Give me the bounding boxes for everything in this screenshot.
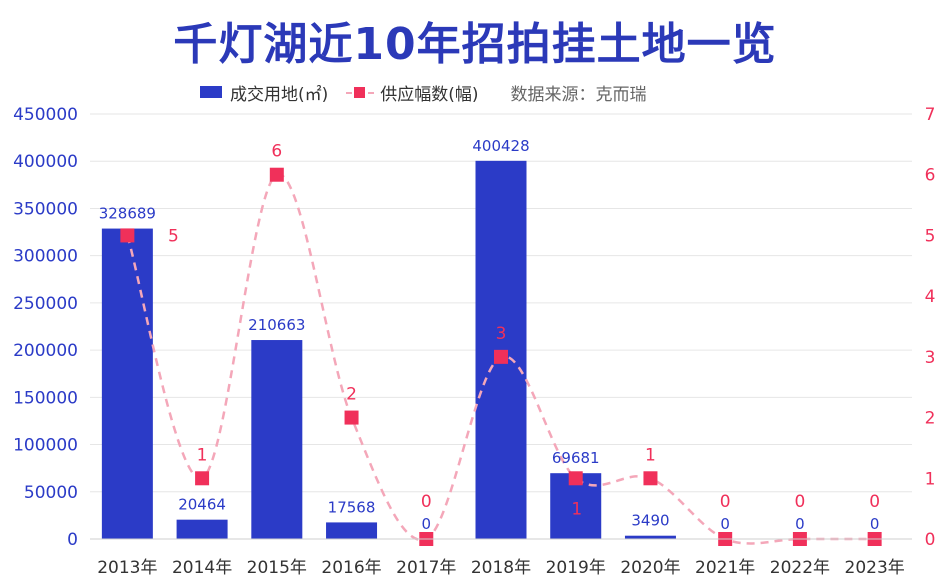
bar-value-label: 20464 bbox=[178, 496, 226, 514]
y2-tick-label: 3 bbox=[925, 348, 936, 368]
legend-item-bar: 成交用地(㎡) bbox=[200, 80, 328, 105]
x-tick-label: 2019年 bbox=[546, 558, 606, 578]
y-tick-label: 150000 bbox=[13, 388, 78, 408]
y-tick-label: 200000 bbox=[13, 341, 78, 361]
y-tick-label: 0 bbox=[67, 530, 78, 550]
chart-title: 千灯湖近10年招拍挂土地一览 bbox=[173, 19, 777, 70]
axes: 0500001000001500002000002500003000003500… bbox=[13, 105, 935, 578]
chart-legend: 成交用地(㎡) 供应幅数(幅) 数据来源：克而瑞 bbox=[200, 80, 647, 105]
x-tick-label: 2015年 bbox=[247, 558, 307, 578]
line-point-label: 1 bbox=[571, 499, 582, 519]
legend-line-label: 供应幅数(幅) bbox=[380, 84, 479, 105]
bar bbox=[101, 228, 153, 539]
line-point-label: 0 bbox=[794, 492, 805, 512]
legend-item-line: 供应幅数(幅) bbox=[346, 80, 479, 105]
x-tick-label: 2023年 bbox=[845, 558, 905, 578]
bar-value-label: 0 bbox=[870, 515, 880, 533]
supply-count-line bbox=[126, 173, 875, 545]
line-point-label: 5 bbox=[168, 226, 179, 246]
line-series bbox=[120, 167, 882, 546]
y-tick-label: 250000 bbox=[13, 294, 78, 314]
line-point-label: 0 bbox=[421, 492, 432, 512]
data-source-note: 数据来源：克而瑞 bbox=[510, 84, 647, 105]
bar-value-label: 400428 bbox=[472, 137, 529, 155]
legend-line-swatch bbox=[346, 86, 375, 98]
line-point-marker bbox=[494, 349, 508, 364]
bar-value-label: 0 bbox=[795, 515, 805, 533]
legend-bar-swatch bbox=[200, 86, 222, 98]
x-tick-label: 2018年 bbox=[471, 558, 531, 578]
line-point-marker bbox=[344, 410, 359, 425]
y2-tick-label: 1 bbox=[925, 469, 936, 489]
y-tick-label: 100000 bbox=[13, 436, 78, 456]
line-point-marker bbox=[120, 228, 135, 243]
line-point-label: 2 bbox=[346, 385, 357, 405]
bar-value-label: 0 bbox=[720, 515, 730, 533]
bar-value-label: 3490 bbox=[631, 512, 669, 530]
line-point-marker bbox=[195, 471, 210, 486]
bar bbox=[251, 340, 303, 539]
bar bbox=[176, 519, 228, 539]
bar-value-label: 210663 bbox=[248, 316, 305, 334]
x-tick-label: 2014年 bbox=[172, 558, 232, 578]
x-tick-label: 2016年 bbox=[321, 558, 381, 578]
y-tick-label: 450000 bbox=[13, 105, 78, 125]
line-point-marker bbox=[269, 167, 284, 182]
x-tick-label: 2013年 bbox=[97, 558, 157, 578]
legend-bar-label: 成交用地(㎡) bbox=[230, 84, 329, 105]
line-point-label: 3 bbox=[496, 324, 507, 344]
y-tick-label: 50000 bbox=[24, 483, 78, 503]
bar bbox=[326, 522, 378, 539]
x-tick-label: 2017年 bbox=[396, 558, 456, 578]
y-tick-label: 400000 bbox=[13, 152, 78, 172]
bar-value-label: 328689 bbox=[99, 205, 156, 223]
bar-series bbox=[101, 160, 676, 539]
bar-value-label: 0 bbox=[421, 515, 431, 533]
x-tick-label: 2022年 bbox=[770, 558, 830, 578]
bar bbox=[624, 535, 676, 539]
line-point-label: 1 bbox=[645, 445, 656, 465]
y2-tick-label: 0 bbox=[925, 530, 936, 550]
bar-value-label: 69681 bbox=[552, 449, 600, 467]
y-tick-label: 350000 bbox=[13, 199, 78, 219]
line-point-label: 0 bbox=[869, 492, 880, 512]
x-tick-label: 2021年 bbox=[695, 558, 755, 578]
y2-tick-label: 4 bbox=[925, 287, 936, 307]
line-point-label: 1 bbox=[197, 445, 208, 465]
line-point-marker bbox=[568, 471, 583, 486]
line-point-label: 0 bbox=[720, 492, 731, 512]
y2-tick-label: 7 bbox=[925, 105, 936, 125]
bar-value-label: 17568 bbox=[328, 498, 376, 516]
x-tick-label: 2020年 bbox=[620, 558, 680, 578]
line-point-label: 6 bbox=[271, 142, 282, 162]
line-point-marker bbox=[643, 471, 658, 486]
y-tick-label: 300000 bbox=[13, 247, 78, 267]
y2-tick-label: 6 bbox=[925, 166, 936, 186]
data-labels: 328689 20464 210663 17568 0 400428 69681 3490 0 0… bbox=[99, 137, 880, 533]
y2-tick-label: 5 bbox=[925, 226, 936, 246]
y2-tick-label: 2 bbox=[925, 409, 936, 429]
